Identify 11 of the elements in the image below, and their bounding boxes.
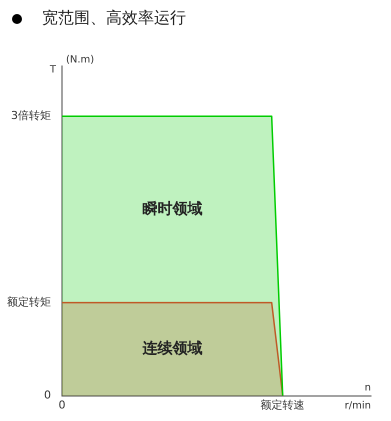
- y-tick-label: 0: [44, 388, 51, 402]
- annotation: (N.m): [66, 54, 94, 66]
- y-axis-title: T: [48, 64, 57, 76]
- text: r/min: [344, 400, 371, 412]
- y-tick-label: 额定转矩: [7, 295, 51, 308]
- x-tick-label: 额定转速: [260, 398, 305, 412]
- chart-title: 宽范围、高效率运行: [42, 8, 186, 29]
- y-tick-label: 3倍转矩: [11, 109, 51, 122]
- series-label: 连续领域: [141, 339, 202, 358]
- series-label: 瞬时领域: [142, 199, 202, 218]
- x-axis-title: n: [364, 382, 371, 394]
